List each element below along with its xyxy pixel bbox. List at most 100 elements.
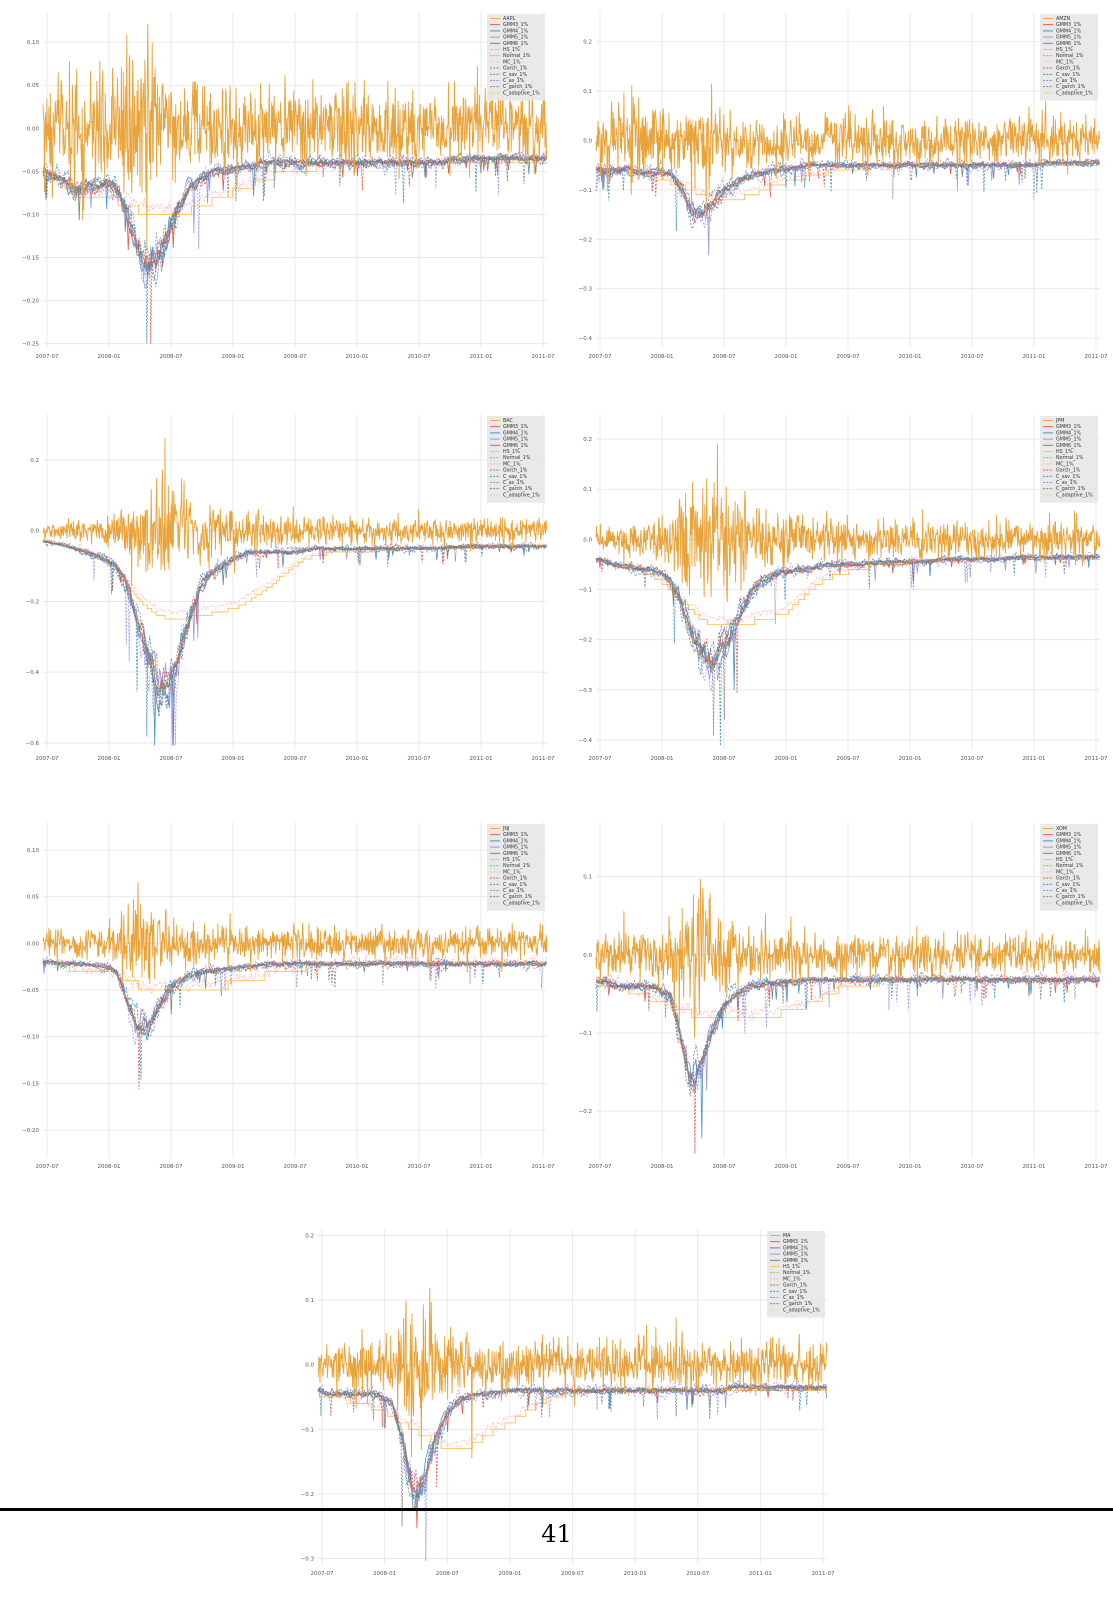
x-tick-label: 2010-07 [961, 1164, 984, 1170]
legend-label: GMM6_1% [1056, 851, 1081, 857]
legend-label: GMM4_1% [1056, 28, 1081, 34]
legend-label: XOM [1056, 826, 1067, 832]
x-tick-label: 2007-07 [36, 1164, 59, 1170]
y-tick-label: 0.1 [583, 89, 592, 95]
legend-label: C_adaptive_1% [503, 90, 540, 96]
y-tick-label: 0.2 [583, 40, 592, 46]
x-tick-label: 2010-07 [408, 1164, 431, 1170]
legend-label: Normal_1% [1056, 455, 1084, 461]
legend-label: C_as_1% [1056, 480, 1078, 486]
x-tick-label: 2009-07 [284, 756, 307, 762]
y-tick-label: 0.00 [27, 941, 40, 947]
legend-label: GMM6_1% [1056, 443, 1081, 449]
x-tick-label: 2010-01 [899, 354, 922, 360]
page-number: 41 [541, 1520, 572, 1548]
legend-label: MC_1% [1056, 869, 1074, 875]
legend-label: GMM3_1% [503, 832, 528, 838]
y-tick-label: 0.05 [27, 895, 40, 901]
legend-box [1040, 416, 1098, 503]
x-tick-label: 2009-07 [837, 756, 860, 762]
legend-label: JPM [1055, 418, 1064, 424]
series-returns [595, 444, 1101, 603]
legend-label: GMM4_1% [1056, 838, 1081, 844]
series-returns [317, 1287, 828, 1459]
x-tick-label: 2010-07 [961, 354, 984, 360]
legend-label: GMM4_1% [503, 28, 528, 34]
y-tick-label: −0.2 [579, 237, 592, 243]
legend-label: GMM4_1% [503, 430, 528, 436]
legend-label: GMM6_1% [503, 851, 528, 857]
x-tick-label: 2008-07 [160, 354, 183, 360]
legend-label: GMM3_1% [1056, 424, 1081, 430]
legend-label: GMM4_1% [1056, 430, 1081, 436]
legend-label: Garch_1% [1056, 876, 1081, 882]
y-tick-label: −0.1 [579, 588, 592, 594]
legend-label: JNJ [502, 826, 509, 832]
legend-label: C_as_1% [503, 888, 525, 894]
legend-label: HS_1% [503, 857, 520, 863]
x-tick-label: 2011-01 [1023, 354, 1046, 360]
y-tick-label: −0.2 [26, 599, 39, 605]
legend-label: MC_1% [503, 869, 521, 875]
legend-label: GMM3_1% [783, 1239, 808, 1245]
legend-label: C_as_1% [783, 1295, 805, 1301]
legend-label: GMM6_1% [1056, 41, 1081, 47]
series-c-garch_1pct [42, 540, 547, 699]
x-tick-label: 2009-07 [561, 1571, 584, 1577]
legend-box [767, 1231, 825, 1318]
legend-label: GMM5_1% [503, 35, 528, 41]
y-tick-label: −0.10 [22, 212, 39, 218]
x-tick-label: 2008-01 [98, 1164, 121, 1170]
x-tick-label: 2007-07 [589, 354, 612, 360]
x-tick-label: 2009-01 [775, 756, 798, 762]
legend-label: GMM3_1% [503, 424, 528, 430]
x-tick-label: 2011-07 [532, 1164, 555, 1170]
x-tick-label: 2011-07 [1085, 756, 1108, 762]
legend-label: Garch_1% [1056, 66, 1081, 72]
series-c-sav_1pct [42, 956, 547, 1080]
legend-label: GMM6_1% [503, 443, 528, 449]
legend-label: HS_1% [1056, 47, 1073, 53]
legend-label: C_as_1% [503, 78, 525, 84]
y-tick-label: 0.0 [583, 953, 592, 959]
legend-label: GMM5_1% [503, 845, 528, 851]
legend-label: C_garch_1% [503, 84, 533, 90]
page-rule [0, 1508, 1113, 1511]
x-tick-label: 2010-07 [686, 1571, 709, 1577]
y-tick-label: −0.2 [579, 638, 592, 644]
series-c-garch_1pct [595, 970, 1100, 1087]
x-tick-label: 2008-01 [98, 354, 121, 360]
chart-panel-2: 0.2 0.1 0.0 −0.1 −0.2 −0.3 −0.4 2007-07 2008-01 2… [579, 12, 1108, 360]
legend-label: Normal_1% [783, 1270, 811, 1276]
series-garch-1pct [595, 158, 1100, 224]
legend-label: Garch_1% [503, 468, 528, 474]
x-tick-label: 2008-07 [436, 1571, 459, 1577]
x-tick-label: 2010-07 [408, 756, 431, 762]
x-tick-label: 2008-07 [713, 354, 736, 360]
y-tick-label: −0.4 [579, 336, 593, 342]
legend-label: C_garch_1% [783, 1301, 813, 1307]
legend-box [487, 14, 545, 101]
series-returns [42, 882, 548, 985]
y-tick-label: 0.2 [30, 458, 39, 464]
series-c-sav_1pct [595, 553, 1100, 746]
legend-label: GMM4_1% [503, 838, 528, 844]
y-tick-label: −0.6 [26, 741, 40, 747]
x-tick-label: 2008-01 [98, 756, 121, 762]
x-tick-label: 2010-07 [408, 354, 431, 360]
legend-label: C_adaptive_1% [1056, 90, 1093, 96]
x-tick-label: 2007-07 [589, 756, 612, 762]
x-tick-label: 2009-07 [837, 1164, 860, 1170]
series-mc-1pct [42, 150, 548, 214]
y-tick-label: −0.15 [22, 256, 39, 262]
series-c-garch_1pct [42, 959, 547, 1038]
legend-label: C_sav_1% [1056, 72, 1080, 78]
x-tick-label: 2008-01 [651, 1164, 674, 1170]
x-tick-label: 2010-01 [624, 1571, 647, 1577]
y-tick-label: 0.1 [583, 875, 592, 881]
y-tick-label: −0.05 [22, 169, 39, 175]
x-tick-label: 2011-07 [1085, 354, 1108, 360]
legend-label: GMM5_1% [783, 1252, 808, 1258]
x-tick-label: 2008-07 [160, 756, 183, 762]
